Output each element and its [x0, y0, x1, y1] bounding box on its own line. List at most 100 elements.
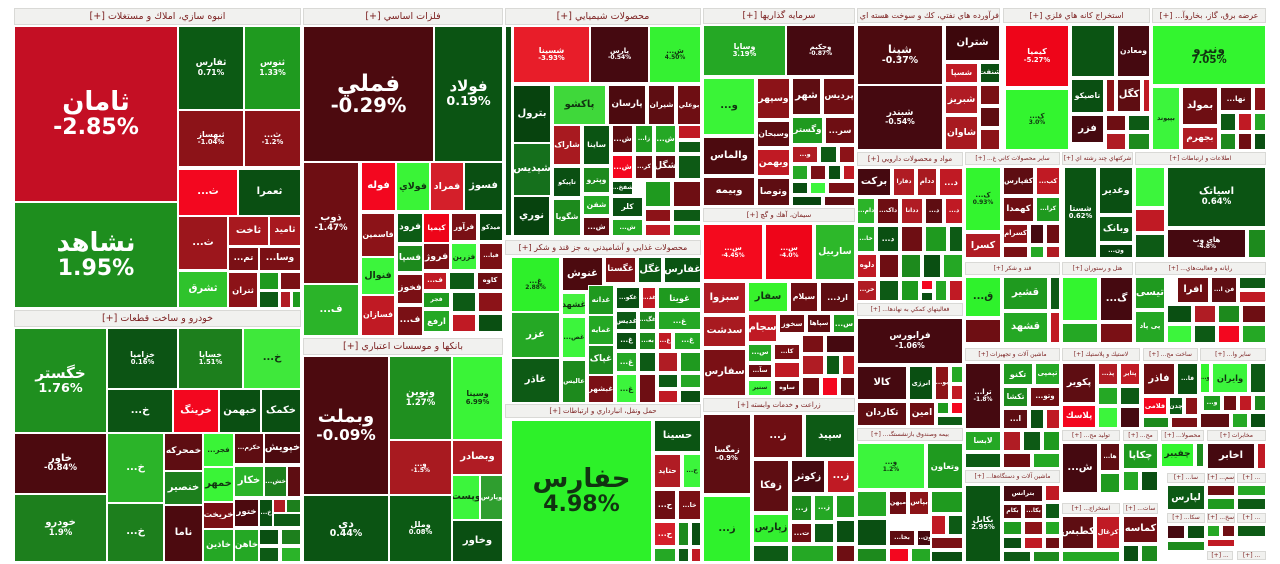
stock-tile[interactable]: حسینا	[654, 420, 701, 452]
tile-filler[interactable]	[836, 520, 855, 543]
stock-tile[interactable]: به...	[639, 332, 656, 350]
stock-tile[interactable]: شفخ...	[612, 181, 633, 195]
stock-tile[interactable]: و...	[703, 78, 755, 135]
stock-tile[interactable]: خبهمن	[219, 389, 261, 433]
stock-tile[interactable]: س... -4.45%	[703, 224, 763, 280]
tile-filler[interactable]	[478, 314, 503, 332]
stock-tile[interactable]: س...	[748, 344, 772, 362]
stock-tile[interactable]: و... -1.5%	[389, 440, 452, 495]
stock-tile[interactable]: های وب -4.8%	[1167, 229, 1246, 258]
tile-filler[interactable]	[1046, 409, 1060, 429]
stock-tile[interactable]: قشهد	[1003, 312, 1048, 343]
tile-filler[interactable]	[639, 352, 656, 372]
tile-filler[interactable]	[673, 181, 701, 207]
stock-tile[interactable]: والماس	[703, 137, 755, 175]
sector-header-misc-b[interactable]: سم... [+]	[1207, 473, 1235, 483]
stock-tile[interactable]: سدشت	[703, 316, 746, 347]
stock-tile[interactable]: خکار	[234, 466, 264, 497]
sector-header-it-communications[interactable]: اطلاعات و ارتباطات [+]	[1135, 152, 1266, 165]
stock-tile[interactable]: خ...	[243, 328, 301, 389]
tile-filler[interactable]	[1207, 539, 1235, 547]
stock-tile[interactable]: غص...	[562, 317, 586, 358]
sector-header-base-metals[interactable]: فلزات اساسي [+]	[303, 8, 503, 25]
tile-filler[interactable]	[901, 280, 919, 301]
tile-filler[interactable]	[1120, 407, 1140, 428]
stock-tile[interactable]: ذوب -1.47%	[303, 162, 359, 284]
sector-header-wood-products[interactable]: محصولا... [+]	[1161, 430, 1204, 441]
tile-filler[interactable]	[935, 280, 947, 301]
stock-tile[interactable]: زفکا	[753, 460, 789, 512]
stock-tile[interactable]: ها...	[1100, 443, 1120, 471]
tile-filler[interactable]	[791, 545, 834, 562]
tile-filler[interactable]	[824, 196, 855, 206]
tile-filler[interactable]	[1167, 325, 1192, 343]
stock-tile[interactable]: خ...	[107, 389, 173, 433]
tile-filler[interactable]	[452, 314, 476, 332]
tile-filler[interactable]	[1237, 485, 1266, 496]
stock-tile[interactable]: چدن	[1169, 397, 1183, 415]
stock-tile[interactable]: ز...	[703, 496, 751, 562]
tile-filler[interactable]	[822, 377, 838, 396]
tile-filler[interactable]	[678, 155, 701, 179]
stock-tile[interactable]: فرود	[397, 213, 423, 243]
sector-header-computer-activities[interactable]: رايانه و فعاليت‌هاي... [+]	[1135, 262, 1266, 275]
stock-tile[interactable]: وسپهر	[757, 78, 790, 119]
tile-filler[interactable]	[1238, 133, 1252, 150]
stock-tile[interactable]: ثتران	[228, 272, 258, 308]
sector-header-paper-products[interactable]: مح... [+]	[1123, 430, 1158, 441]
tile-filler[interactable]	[810, 165, 826, 180]
tile-filler[interactable]	[857, 519, 887, 546]
tile-filler[interactable]	[505, 26, 512, 236]
stock-tile[interactable]: ثبهساز -1.04%	[178, 110, 244, 167]
tile-filler[interactable]	[691, 548, 701, 562]
tile-filler[interactable]	[1003, 246, 1028, 258]
stock-tile[interactable]: خپویش	[264, 433, 301, 464]
stock-tile[interactable]: چفیبر	[1161, 443, 1194, 467]
stock-tile[interactable]: وتو...	[1030, 387, 1060, 407]
tile-filler[interactable]	[826, 335, 855, 353]
stock-tile[interactable]: فا...	[1177, 363, 1198, 395]
tile-filler[interactable]	[921, 280, 933, 290]
stock-tile[interactable]: بکابل 2.95%	[965, 485, 1001, 562]
stock-tile[interactable]: وگستر	[792, 117, 823, 144]
tile-filler[interactable]	[1141, 471, 1158, 491]
stock-tile[interactable]: سنیر	[748, 380, 772, 396]
tile-filler[interactable]	[839, 146, 855, 163]
tile-filler[interactable]	[639, 374, 656, 403]
stock-tile[interactable]: و... 1.2%	[857, 443, 925, 489]
stock-tile[interactable]: کسرام	[1003, 224, 1028, 244]
tile-filler[interactable]	[1062, 277, 1098, 321]
stock-tile[interactable]: ونیرو 7.05%	[1152, 25, 1266, 85]
tile-filler[interactable]	[951, 385, 963, 400]
stock-tile[interactable]: پلاسك	[1062, 405, 1096, 428]
stock-tile[interactable]: خ...	[107, 503, 164, 562]
stock-tile[interactable]: ارفع	[423, 310, 450, 332]
stock-tile[interactable]: خاذین	[203, 529, 234, 562]
stock-tile[interactable]: کسرا	[965, 233, 1001, 258]
stock-tile[interactable]: خنصیر	[164, 471, 203, 505]
stock-tile[interactable]: گ...	[1100, 277, 1133, 321]
stock-tile[interactable]: غدیس	[616, 311, 637, 330]
sector-header-machinery-equipment[interactable]: ماشين آلات و تجهيزات [+]	[965, 348, 1060, 361]
stock-tile[interactable]: وتوصا	[757, 178, 790, 206]
stock-tile[interactable]: اسیاتک 0.64%	[1167, 167, 1266, 227]
stock-tile[interactable]: فجر	[423, 292, 450, 308]
stock-tile[interactable]: شیران	[648, 85, 675, 125]
stock-tile[interactable]: ز...	[814, 495, 834, 521]
tile-filler[interactable]	[931, 491, 963, 513]
tile-filler[interactable]	[792, 196, 822, 206]
stock-tile[interactable]: ون...	[1099, 244, 1133, 258]
tile-filler[interactable]	[1232, 413, 1248, 428]
stock-tile[interactable]: وپترو	[583, 167, 610, 193]
stock-tile[interactable]: و...	[1203, 395, 1221, 411]
stock-tile[interactable]: ز...	[753, 414, 803, 458]
tile-filler[interactable]	[802, 377, 820, 396]
tile-filler[interactable]	[792, 165, 808, 180]
tile-filler[interactable]	[1100, 323, 1133, 343]
tile-filler[interactable]	[287, 466, 301, 497]
stock-tile[interactable]: خکمک	[261, 389, 301, 433]
stock-tile[interactable]: سآ...	[748, 364, 772, 378]
stock-tile[interactable]: وپارس	[480, 475, 503, 520]
sector-header-misc-f[interactable]: ... [+]	[1237, 513, 1266, 523]
stock-tile[interactable]: میدکو	[479, 213, 503, 241]
